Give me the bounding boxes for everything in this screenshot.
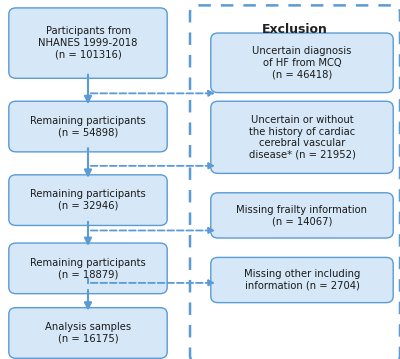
FancyBboxPatch shape — [211, 101, 393, 173]
FancyBboxPatch shape — [211, 257, 393, 303]
FancyBboxPatch shape — [9, 175, 167, 225]
Text: Uncertain or without
the history of cardiac
cerebral vascular
disease* (n = 2195: Uncertain or without the history of card… — [248, 115, 356, 160]
Text: Participants from
NHANES 1999-2018
(n = 101316): Participants from NHANES 1999-2018 (n = … — [38, 27, 138, 60]
Text: Analysis samples
(n = 16175): Analysis samples (n = 16175) — [45, 322, 131, 344]
FancyBboxPatch shape — [9, 8, 167, 78]
FancyBboxPatch shape — [211, 33, 393, 93]
Text: Remaining participants
(n = 18879): Remaining participants (n = 18879) — [30, 257, 146, 279]
FancyBboxPatch shape — [9, 308, 167, 358]
FancyBboxPatch shape — [190, 5, 400, 359]
Text: Exclusion: Exclusion — [262, 23, 328, 36]
Text: Uncertain diagnosis
of HF from MCQ
(n = 46418): Uncertain diagnosis of HF from MCQ (n = … — [252, 46, 352, 79]
Text: Remaining participants
(n = 54898): Remaining participants (n = 54898) — [30, 116, 146, 137]
FancyBboxPatch shape — [9, 243, 167, 294]
Text: Missing frailty information
(n = 14067): Missing frailty information (n = 14067) — [236, 205, 368, 226]
Text: Missing other including
information (n = 2704): Missing other including information (n =… — [244, 269, 360, 291]
FancyBboxPatch shape — [211, 193, 393, 238]
FancyBboxPatch shape — [9, 101, 167, 152]
Text: Remaining participants
(n = 32946): Remaining participants (n = 32946) — [30, 189, 146, 211]
